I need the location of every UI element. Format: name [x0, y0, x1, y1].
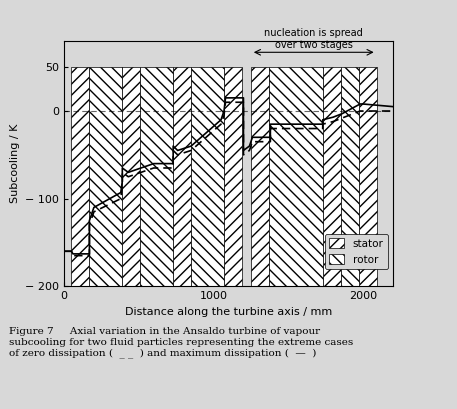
- Y-axis label: Subcooling / K: Subcooling / K: [10, 124, 20, 203]
- Bar: [71, 67, 90, 286]
- Bar: [191, 67, 224, 286]
- Text: Figure 7     Axial variation in the Ansaldo turbine of vapour
subcooling for two: Figure 7 Axial variation in the Ansaldo …: [9, 327, 353, 358]
- Text: nucleation is spread
over two stages: nucleation is spread over two stages: [265, 28, 363, 49]
- Bar: [340, 67, 359, 286]
- Bar: [359, 67, 377, 286]
- Bar: [173, 67, 191, 286]
- Bar: [224, 67, 242, 286]
- Legend: stator, rotor: stator, rotor: [324, 234, 388, 269]
- Bar: [269, 67, 323, 286]
- Bar: [251, 67, 269, 286]
- Bar: [140, 67, 173, 286]
- Bar: [323, 67, 340, 286]
- X-axis label: Distance along the turbine axis / mm: Distance along the turbine axis / mm: [125, 307, 332, 317]
- Bar: [122, 67, 140, 286]
- Bar: [90, 67, 122, 286]
